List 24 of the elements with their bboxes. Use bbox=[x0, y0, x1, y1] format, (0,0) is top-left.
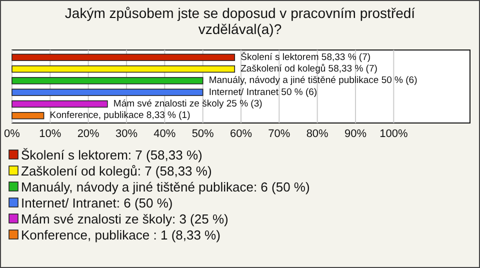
data-label: Manuály, návody a jiné tištěné publikace 50 % (6) bbox=[208, 75, 418, 86]
legend-label: Internet/ Intranet: 6 (50 %) bbox=[21, 196, 173, 210]
x-tick-label: 90% bbox=[344, 128, 367, 140]
x-tick-label: 100% bbox=[380, 128, 408, 140]
x-tick-label: 80% bbox=[306, 128, 329, 140]
data-label: Školení s lektorem 58,33 % (7) bbox=[240, 50, 371, 63]
x-tick-label: 30% bbox=[115, 128, 138, 140]
legend-label: Zaškolení od kolegů: 7 (58,33 %) bbox=[21, 164, 212, 178]
x-tick-label: 60% bbox=[230, 128, 252, 140]
x-tick-label: 50% bbox=[192, 128, 214, 140]
data-label: Internet/ Intranet 50 % (6) bbox=[208, 86, 318, 98]
data-label: Mám své znalosti ze školy 25 % (3) bbox=[113, 98, 262, 110]
data-label: Konference, publikace 8,33 % (1) bbox=[50, 110, 190, 122]
x-tick-label: 40% bbox=[154, 128, 176, 140]
x-tick-label: 0% bbox=[4, 128, 20, 140]
legend-label: Mám své znalosti ze školy: 3 (25 %) bbox=[21, 212, 228, 226]
x-tick-label: 70% bbox=[268, 128, 290, 140]
x-tick-label: 10% bbox=[39, 128, 62, 140]
chart-title: Jakým způsobem jste se doposud v pracovním prostředí vzdělával(a)? bbox=[64, 5, 416, 37]
x-tick-label: 20% bbox=[77, 128, 100, 140]
legend-label: Školení s lektorem: 7 (58,33 %) bbox=[21, 148, 202, 162]
legend-label: Manuály, návody a jiné tištěné publikace: 6 (50 %) bbox=[21, 180, 310, 194]
legend-label: Konference, publikace : 1 (8,33 %) bbox=[21, 228, 220, 242]
data-label: Zaškolení od kolegů 58,33 % (7) bbox=[240, 64, 378, 75]
